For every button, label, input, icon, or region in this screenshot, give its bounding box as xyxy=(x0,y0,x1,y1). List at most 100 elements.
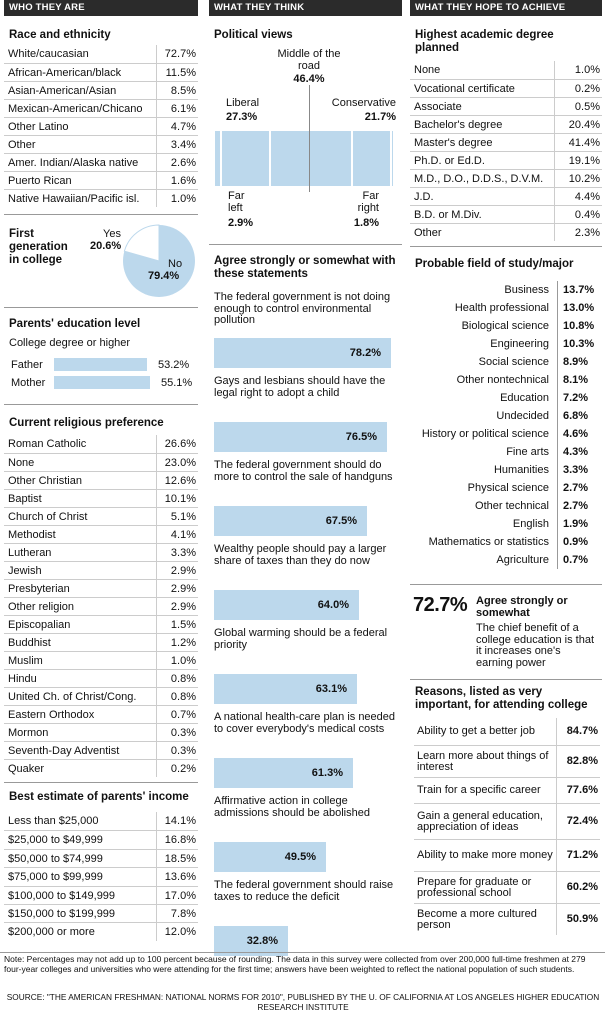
row-label: Bachelor's degree xyxy=(414,119,503,131)
column-what-they-think: WHAT THEY THINK Political views Middle o… xyxy=(209,0,402,956)
divider xyxy=(4,782,198,783)
row-label: Associate xyxy=(414,101,462,113)
race-title: Race and ethnicity xyxy=(9,29,111,41)
row-label: Other Christian xyxy=(8,475,82,487)
field-row: History or political science 4.6% xyxy=(410,425,602,443)
firstgen-yes-value: 20.6% xyxy=(90,240,122,252)
center-line xyxy=(309,85,310,192)
row-label: Roman Catholic xyxy=(8,438,87,450)
statement-bar: 63.1% xyxy=(214,674,357,704)
statement-value: 32.8% xyxy=(246,935,278,947)
statement-bar: 67.5% xyxy=(214,506,367,536)
row-value: 2.6% xyxy=(156,154,198,171)
row-label: $25,000 to $49,999 xyxy=(8,834,103,847)
divider xyxy=(410,246,602,247)
parents-ed-title: Parents' education level xyxy=(9,318,141,330)
row-value: 1.5% xyxy=(156,616,198,633)
reason-row: Become a more cultured person 50.9% xyxy=(414,903,600,935)
conservative-value: 21.7% xyxy=(364,111,396,123)
field-label: Other technical xyxy=(475,500,549,512)
political-divider xyxy=(269,131,271,186)
field-row: Mathematics or statistics 0.9% xyxy=(410,533,602,551)
section-header-think: WHAT THEY THINK xyxy=(209,0,402,16)
farleft-value: 2.9% xyxy=(228,217,254,229)
field-value: 0.7% xyxy=(557,551,602,569)
reason-label: Ability to make more money xyxy=(417,849,553,861)
field-title: Probable field of study/major xyxy=(415,258,574,270)
reason-row: Ability to get a better job 84.7% xyxy=(414,718,600,745)
row-value: 17.0% xyxy=(156,886,198,904)
table-row: Jewish 2.9% xyxy=(4,561,198,579)
column-who-they-are: WHO THEY ARE Race and ethnicity White/ca… xyxy=(4,0,198,941)
row-value: 1.0% xyxy=(156,652,198,669)
row-value: 2.9% xyxy=(156,562,198,579)
row-value: 0.8% xyxy=(156,670,198,687)
field-value: 10.8% xyxy=(557,317,602,335)
field-value: 13.0% xyxy=(557,299,602,317)
row-label: Baptist xyxy=(8,493,42,505)
field-row: Agriculture 0.7% xyxy=(410,551,602,569)
table-row: Buddhist 1.2% xyxy=(4,633,198,651)
row-label: Ph.D. or Ed.D. xyxy=(414,155,485,167)
field-value: 4.3% xyxy=(557,443,602,461)
table-row: Associate 0.5% xyxy=(410,97,602,115)
race-table: White/caucasian 72.7% African-American/bla… xyxy=(4,45,198,207)
row-value: 0.2% xyxy=(554,80,602,97)
row-label: Asian-American/Asian xyxy=(8,85,117,97)
table-row: White/caucasian 72.7% xyxy=(4,45,198,63)
row-value: 2.3% xyxy=(554,224,602,241)
field-value: 8.1% xyxy=(557,371,602,389)
row-label: Amer. Indian/Alaska native xyxy=(8,157,139,169)
table-row: Quaker 0.2% xyxy=(4,759,198,777)
field-row: Health professional 13.0% xyxy=(410,299,602,317)
statement-text: The federal government is not doing enou… xyxy=(214,291,391,326)
divider xyxy=(410,584,602,585)
firstgen-pie xyxy=(123,224,195,297)
row-label: Seventh-Day Adventist xyxy=(8,745,120,757)
table-row: Other 3.4% xyxy=(4,135,198,153)
field-label: Education xyxy=(500,392,549,404)
column-hope-to-achieve: WHAT THEY HOPE TO ACHIEVE Highest academ… xyxy=(410,0,602,935)
field-label: English xyxy=(512,518,549,530)
statement-text: Affirmative action in college admissions… xyxy=(214,795,370,819)
father-bar xyxy=(54,358,147,371)
row-value: 12.6% xyxy=(156,472,198,489)
statement-text: Global warming should be a federal prior… xyxy=(214,627,388,651)
field-value: 1.9% xyxy=(557,515,602,533)
row-label: J.D. xyxy=(414,191,434,203)
row-label: $50,000 to $74,999 xyxy=(8,852,103,865)
row-value: 72.7% xyxy=(156,45,198,63)
firstgen-yes-label: Yes xyxy=(103,228,121,240)
row-value: 1.2% xyxy=(156,634,198,651)
field-row: Biological science 10.8% xyxy=(410,317,602,335)
reason-value: 77.6% xyxy=(556,778,600,803)
row-value: 0.5% xyxy=(554,98,602,115)
row-label: $100,000 to $149,999 xyxy=(8,889,116,902)
reason-label: Ability to get a better job xyxy=(417,725,536,737)
conservative-label: Conservative xyxy=(331,97,396,109)
reason-label: Prepare for graduate or professional sch… xyxy=(417,875,532,899)
reason-value: 60.2% xyxy=(556,872,600,903)
reason-label: Learn more about things of interest xyxy=(417,749,549,773)
field-label: Undecided xyxy=(496,410,549,422)
field-row: Fine arts 4.3% xyxy=(410,443,602,461)
row-label: Hindu xyxy=(8,673,37,685)
field-value: 3.3% xyxy=(557,461,602,479)
farleft-label: Far left xyxy=(228,190,245,214)
table-row: $25,000 to $49,999 16.8% xyxy=(4,830,198,849)
field-label: Other nontechnical xyxy=(456,374,549,386)
field-label: Biological science xyxy=(461,320,549,332)
row-value: 0.3% xyxy=(156,742,198,759)
degree-table: None 1.0% Vocational certificate 0.2% Associ… xyxy=(410,61,602,241)
field-row: Engineering 10.3% xyxy=(410,335,602,353)
field-label: Business xyxy=(504,284,549,296)
table-row: $150,000 to $199,999 7.8% xyxy=(4,903,198,923)
field-value: 2.7% xyxy=(557,497,602,515)
statement-value: 63.1% xyxy=(315,683,347,695)
field-row: Social science 8.9% xyxy=(410,353,602,371)
row-value: 11.5% xyxy=(156,64,198,81)
table-row: M.D., D.O., D.D.S., D.V.M. 10.2% xyxy=(410,169,602,187)
field-value: 6.8% xyxy=(557,407,602,425)
table-row: Mexican-American/Chicano 6.1% xyxy=(4,99,198,117)
field-table: Business 13.7% Health professional 13.0% Bio… xyxy=(410,281,602,569)
